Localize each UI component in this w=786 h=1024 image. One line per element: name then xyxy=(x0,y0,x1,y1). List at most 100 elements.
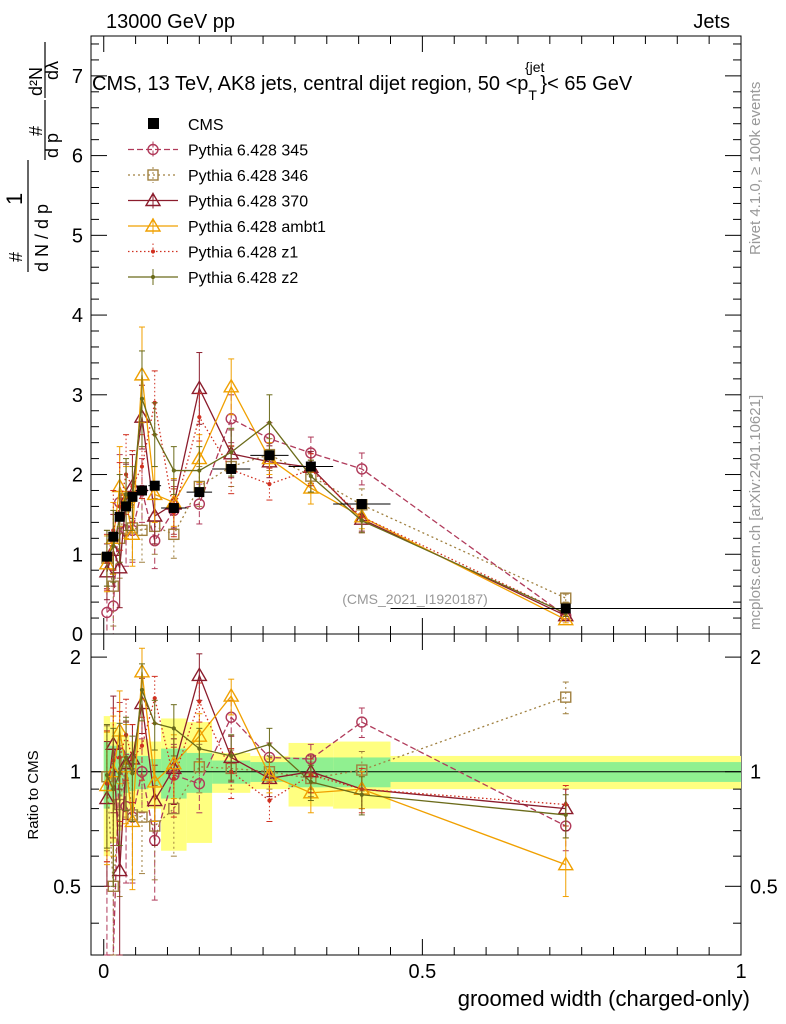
rivet-version-label: Rivet 4.1.0, ≥ 100k events xyxy=(747,82,764,255)
ratio-y-tick-labels: 0.5 0.5 1 1 2 2 xyxy=(53,647,778,898)
analysis-id-watermark: (CMS_2021_I1920187) xyxy=(342,591,488,607)
main-ytick-label: 3 xyxy=(72,385,83,407)
legend-marker xyxy=(147,169,159,181)
ratio-data-point xyxy=(261,766,278,781)
main-ytick-label: 4 xyxy=(72,305,83,327)
main-data-point xyxy=(152,432,157,437)
x-tick-label: 1 xyxy=(735,961,746,983)
legend-marker xyxy=(147,143,159,156)
cms-data-point xyxy=(560,603,571,614)
ylabel-d2n: d²N xyxy=(26,67,46,96)
legend-label: CMS xyxy=(188,117,224,134)
header-energy-label: 13000 GeV pp xyxy=(106,11,235,33)
ratio-ytick-label-left: 1 xyxy=(70,762,81,784)
legend-marker xyxy=(150,274,156,280)
ylabel-dn-dpt: d N / d p xyxy=(32,204,52,272)
legend-entry: Pythia 6.428 z1 xyxy=(128,243,298,262)
ratio-data-point xyxy=(111,787,116,792)
ratio-series-line xyxy=(106,671,566,866)
main-series-line xyxy=(106,453,567,599)
main-data-point xyxy=(124,525,141,541)
main-series-line xyxy=(106,402,567,614)
ratio-data-point xyxy=(560,691,572,703)
legend-entry: Pythia 6.428 z2 xyxy=(128,269,298,287)
ratio-series-line xyxy=(106,673,566,871)
main-data-point xyxy=(197,468,202,473)
cms-data-point xyxy=(356,499,367,510)
main-data-point xyxy=(308,474,313,479)
x-tick-label: 0.5 xyxy=(408,961,436,983)
ratio-data-point xyxy=(356,716,368,728)
main-data-point xyxy=(222,378,240,393)
main-data-point xyxy=(139,396,145,401)
ratio-y-axis-label: Ratio to CMS xyxy=(25,750,42,839)
x-tick-labels: 0 0.5 1 xyxy=(98,961,746,983)
ratio-data-point xyxy=(222,687,240,702)
cms-data-point xyxy=(136,485,147,496)
cms-data-point xyxy=(194,487,205,498)
ratio-ytick-label-right: 0.5 xyxy=(750,876,778,898)
cms-data-point xyxy=(149,480,160,491)
main-ytick-label: 0 xyxy=(72,624,83,646)
ylabel-one: 1 xyxy=(2,193,27,205)
ratio-data-point xyxy=(191,667,208,682)
main-data-point xyxy=(359,518,364,523)
x-tick-label: 0 xyxy=(98,961,109,983)
main-series-0 xyxy=(101,394,572,635)
main-title: CMS, 13 TeV, AK8 jets, central dijet reg… xyxy=(92,59,633,103)
main-data-point xyxy=(171,468,176,473)
ratio-data-point xyxy=(229,753,234,759)
ratio-series-line xyxy=(106,689,566,816)
main-data-point xyxy=(136,524,148,537)
ratio-ytick-label-right: 1 xyxy=(750,762,761,784)
ratio-data-point xyxy=(111,862,128,877)
main-data-point xyxy=(107,600,120,612)
cms-data-points xyxy=(101,450,741,614)
legend-label: Pythia 6.428 ambt1 xyxy=(188,219,326,236)
legend-label: Pythia 6.428 346 xyxy=(188,168,308,185)
main-series-line xyxy=(106,374,567,621)
main-y-tick-labels: 0 1 2 3 4 5 6 7 xyxy=(72,66,83,646)
ratio-uncertainty-bands xyxy=(91,716,741,857)
main-data-point xyxy=(557,611,574,626)
ratio-data-point xyxy=(152,721,157,726)
cms-data-point xyxy=(127,491,138,502)
ratio-data-point xyxy=(130,771,135,776)
ratio-data-point xyxy=(136,811,148,823)
legend-label: Pythia 6.428 z2 xyxy=(188,270,298,287)
ylabel-hash-1: # xyxy=(6,252,26,262)
legend-entry: Pythia 6.428 345 xyxy=(128,141,308,160)
mcplots-reference-label: mcplots.cern.ch [arXiv:2401.10621] xyxy=(747,395,764,630)
ratio-data-point xyxy=(152,696,157,701)
ylabel-hash-2: # xyxy=(26,126,46,136)
ratio-data-point xyxy=(171,776,176,781)
main-ytick-label: 6 xyxy=(72,146,83,168)
main-ytick-label: 1 xyxy=(72,544,83,566)
main-y-axis-label: # 1 d N / d p # d p d²N dλ xyxy=(2,42,62,272)
legend: CMS Pythia 6.428 345 Pythia 6.428 346 Pythi… xyxy=(128,117,326,287)
legend-marker xyxy=(150,249,156,254)
main-series-5 xyxy=(103,350,569,617)
ratio-data-point xyxy=(139,743,145,748)
main-ytick-label: 7 xyxy=(72,66,83,88)
main-ytick-label: 5 xyxy=(72,225,83,247)
main-series-3 xyxy=(98,326,574,626)
ratio-data-point xyxy=(123,755,129,760)
ratio-data-point xyxy=(104,772,110,778)
ratio-data-point xyxy=(197,746,202,751)
ratio-data-point xyxy=(557,856,574,871)
main-data-point xyxy=(146,486,163,501)
ratio-data-point xyxy=(139,687,145,693)
x-axis-label: groomed width (charged-only) xyxy=(458,986,750,1011)
cms-data-point xyxy=(101,551,112,562)
ratio-data-point xyxy=(117,771,122,776)
ratio-data-point xyxy=(267,798,272,803)
ratio-data-point xyxy=(124,813,141,828)
main-data-point xyxy=(302,479,320,494)
cms-data-point xyxy=(264,450,275,461)
main-series-group xyxy=(98,326,574,635)
main-data-point xyxy=(139,464,145,469)
ratio-plot-frame xyxy=(90,633,742,956)
ratio-ytick-label-right: 2 xyxy=(750,647,761,669)
